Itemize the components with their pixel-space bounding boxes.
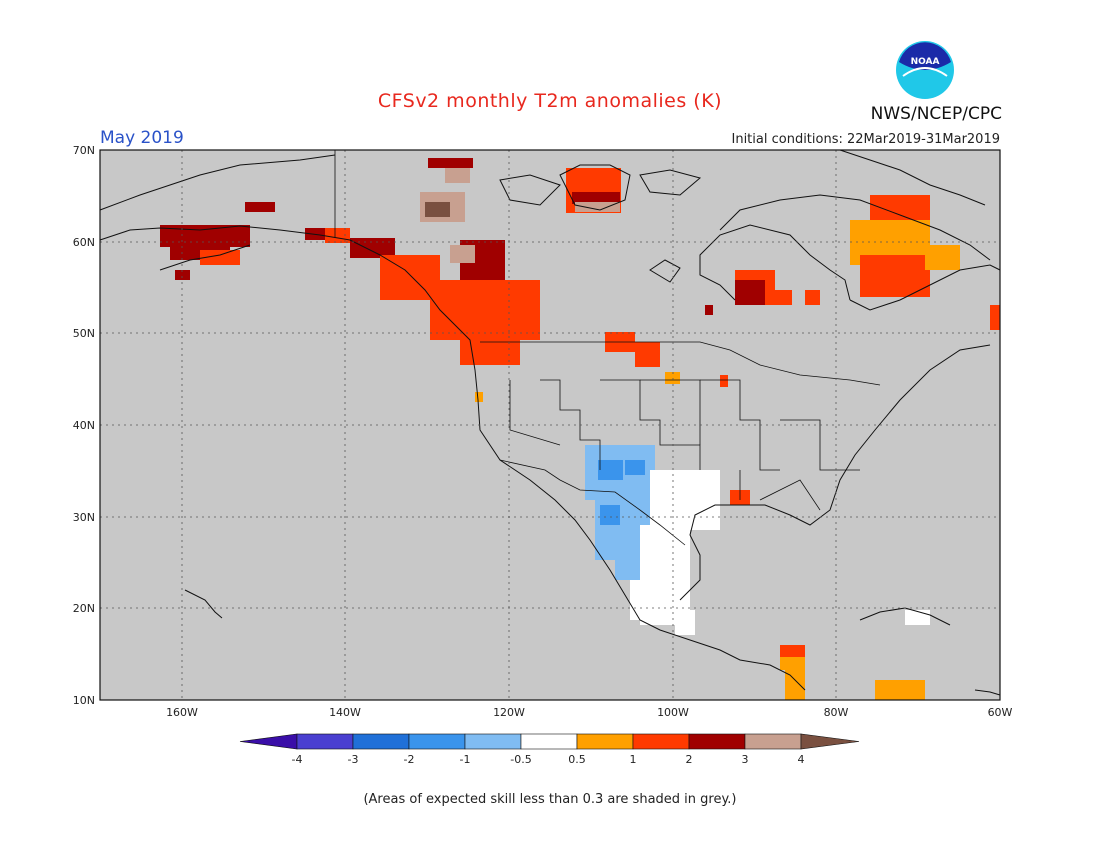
map-frame <box>99 149 1001 701</box>
patch-california <box>475 392 483 402</box>
colorbar-segment <box>352 733 410 750</box>
patch-hudson-dark <box>735 280 765 305</box>
colorbar-label: 2 <box>686 753 693 766</box>
colorbar-segment <box>688 733 746 750</box>
patch-sw-cool-medium-2 <box>625 460 645 475</box>
lat-label: 60N <box>73 236 95 249</box>
patch-alaska-strong <box>160 225 250 247</box>
colorbar-label: 3 <box>742 753 749 766</box>
gridlines <box>100 150 1000 700</box>
logo-text: NOAA <box>911 57 940 67</box>
patch-arctic-island-light <box>575 202 620 212</box>
political-borders <box>334 150 881 546</box>
patch-ontario <box>705 305 713 315</box>
colorbar-label: 0.5 <box>568 753 586 766</box>
lon-label: 100W <box>657 706 689 719</box>
patch-gulf-alaska-2 <box>325 228 350 243</box>
lat-label: 30N <box>73 511 95 524</box>
patch-central-america-red <box>780 645 805 657</box>
lon-label: 140W <box>329 706 361 719</box>
colorbar-arrow-low <box>239 733 298 750</box>
anomaly-patches <box>160 158 1000 700</box>
patch-arctic-island-dark <box>572 192 620 204</box>
lat-label: 20N <box>73 602 95 615</box>
patch-dakota <box>635 342 660 367</box>
patch-mexico-neutral-2 <box>630 580 675 620</box>
patch-hudson-2 <box>770 290 792 305</box>
colorbar-segment <box>408 733 466 750</box>
colorbar-segment <box>632 733 690 750</box>
patch-labrador <box>925 245 960 270</box>
patch-texas-neutral <box>650 470 720 530</box>
patch-south-america <box>875 680 925 700</box>
patch-hudson-3 <box>805 290 820 305</box>
lon-label: 80W <box>824 706 849 719</box>
lon-axis: 160W 140W 120W 100W 80W 60W <box>166 706 1012 719</box>
colorbar <box>239 733 860 750</box>
noaa-logo: NOAA <box>896 41 954 99</box>
patch-mexico-neutral-3 <box>675 610 695 635</box>
colorbar-label: -0.5 <box>510 753 531 766</box>
patch-sw-cool-medium-3 <box>600 505 620 525</box>
colorbar-segment <box>744 733 802 750</box>
patch-alaska-warm <box>200 250 240 265</box>
coastlines <box>99 149 1001 696</box>
colorbar-label: 1 <box>630 753 637 766</box>
lat-axis: 70N 60N 50N 40N 30N 20N 10N <box>73 144 95 707</box>
patch-arctic <box>428 158 473 168</box>
lon-label: 120W <box>493 706 525 719</box>
lon-label: 160W <box>166 706 198 719</box>
patch-arctic-light <box>445 168 470 183</box>
initial-conditions: Initial conditions: 22Mar2019-31Mar2019 <box>731 132 1001 147</box>
month-label: May 2019 <box>100 128 184 148</box>
colorbar-label: -3 <box>348 753 359 766</box>
patch-nwt-brown <box>425 202 450 217</box>
colorbar-segment <box>576 733 634 750</box>
patch-bc-north <box>350 238 395 258</box>
patch-caribbean-neutral <box>905 610 930 625</box>
colorbar-label: -4 <box>292 753 303 766</box>
agency-label: NWS/NCEP/CPC <box>870 104 1002 124</box>
footer-note: (Areas of expected skill less than 0.3 a… <box>363 792 737 807</box>
patch-central-america-2 <box>785 670 805 700</box>
patch-quebec-red <box>860 255 930 297</box>
colorbar-segment <box>464 733 522 750</box>
lon-label: 60W <box>988 706 1013 719</box>
patch-alaska-north <box>245 202 275 212</box>
patch-yukon-light <box>450 245 475 263</box>
map-title: CFSv2 monthly T2m anomalies (K) <box>377 90 723 112</box>
lat-label: 50N <box>73 327 95 340</box>
patch-wisconsin <box>720 375 728 387</box>
lat-label: 40N <box>73 419 95 432</box>
patch-alaska-small <box>175 270 190 280</box>
colorbar-labels: -4 -3 -2 -1 -0.5 0.5 1 2 3 4 <box>292 753 805 766</box>
patch-washington <box>460 330 520 365</box>
colorbar-label: 4 <box>798 753 805 766</box>
colorbar-label: -1 <box>460 753 471 766</box>
colorbar-label: -2 <box>404 753 415 766</box>
patch-newfoundland <box>990 305 1000 330</box>
colorbar-segment <box>296 733 354 750</box>
colorbar-arrow-high <box>800 733 860 750</box>
lat-label: 70N <box>73 144 95 157</box>
patch-minnesota <box>665 372 680 384</box>
patch-sw-cool-medium <box>598 460 623 480</box>
lat-label: 10N <box>73 694 95 707</box>
colorbar-segment <box>520 733 578 750</box>
